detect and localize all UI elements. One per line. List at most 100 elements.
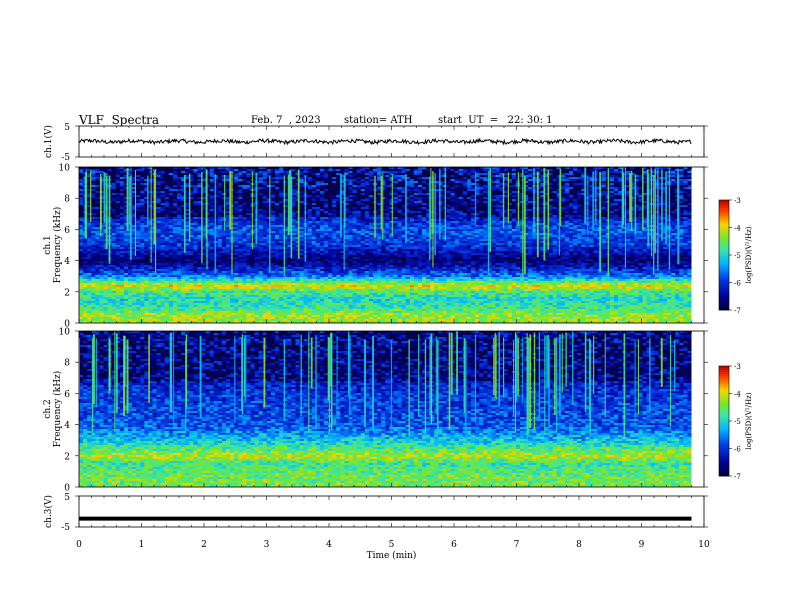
spectrogram-cell: [560, 183, 566, 186]
spectrogram-cell: [91, 187, 96, 190]
spectrogram-cell: [422, 199, 427, 202]
spectrogram-cell: [311, 189, 317, 192]
spectrogram-cell: [511, 183, 517, 186]
spectrogram-cell: [340, 175, 345, 178]
spectrogram-cell: [348, 183, 353, 186]
spectrogram-cell: [340, 199, 345, 202]
spectrogram-cell: [205, 183, 211, 186]
spectrogram-cell: [393, 199, 398, 202]
spectrogram-cell: [499, 197, 505, 200]
spectrogram-cell: [536, 167, 541, 170]
spectrogram-cell: [283, 195, 288, 198]
spectrogram-cell: [238, 177, 243, 180]
spectrogram-cell: [83, 167, 88, 170]
spectrogram-cell: [332, 167, 337, 170]
spectrogram-cell: [168, 189, 174, 192]
spectrogram-cell: [581, 195, 586, 198]
spectrogram-cell: [687, 177, 692, 180]
spectrogram-cell: [389, 199, 394, 202]
spectrogram-cell: [172, 167, 178, 170]
spectrogram-cell: [475, 181, 480, 184]
spectrogram-cell: [115, 185, 121, 188]
spectrogram-cell: [471, 189, 476, 192]
spectrogram-cell: [454, 185, 460, 188]
spectrogram-cell: [528, 183, 533, 186]
spectrogram-cell: [466, 193, 472, 196]
spectrogram-cell: [662, 173, 668, 176]
spectrogram-cell: [336, 169, 341, 172]
spectrogram-cell: [422, 171, 427, 174]
spectrogram-cell: [217, 187, 223, 190]
spectrogram-cell: [377, 167, 382, 170]
spectrogram-cell: [262, 169, 268, 172]
spectrogram-cell: [140, 177, 145, 180]
spectrogram-cell: [356, 179, 362, 182]
spectrogram-cell: [111, 173, 117, 176]
spectrogram-cell: [671, 185, 676, 188]
spectrogram-cell: [573, 181, 578, 184]
spectrogram-cell: [601, 193, 607, 196]
spectrogram-cell: [683, 193, 688, 196]
spectrogram-cell: [307, 187, 313, 190]
spectrogram-cell: [393, 167, 398, 170]
spectrogram-cell: [662, 169, 668, 172]
spectrogram-cell: [201, 177, 206, 180]
spectrogram-cell: [99, 167, 104, 170]
spectrogram-cell: [156, 197, 162, 200]
spectrogram-cell: [626, 167, 631, 170]
spectrogram-cell: [91, 201, 96, 204]
spectrogram-cell: [95, 189, 100, 192]
spectrogram-cell: [540, 189, 545, 192]
spectrogram-cell: [246, 183, 251, 186]
spectrogram-cell: [181, 189, 186, 192]
spectrogram-cell: [87, 185, 92, 188]
spectrogram-cell: [569, 167, 574, 170]
spectrogram-cell: [307, 191, 313, 194]
spectrogram-cell: [91, 179, 96, 182]
spectrogram-cell: [589, 191, 594, 194]
spectrogram-cell: [618, 195, 623, 198]
spectrogram-cell: [226, 179, 231, 182]
spectrogram-cell: [291, 183, 296, 186]
spectrogram-cell: [446, 175, 451, 178]
spectrogram-cell: [315, 179, 321, 182]
spectrogram-cell: [356, 171, 362, 174]
spectrogram-cell: [511, 191, 517, 194]
spectrogram-cell: [79, 191, 84, 194]
spectrogram-cell: [393, 169, 398, 172]
spectrogram-cell: [577, 177, 582, 180]
spectrogram-cell: [168, 187, 174, 190]
spectrogram-cell: [156, 185, 162, 188]
spectrogram-cell: [181, 177, 186, 180]
spectrogram-cell: [234, 183, 239, 186]
spectrogram-cell: [556, 171, 562, 174]
spectrogram-cell: [434, 195, 439, 198]
spectrogram-cell: [613, 191, 619, 194]
spectrogram-cell: [164, 177, 170, 180]
spectrogram-cell: [352, 191, 358, 194]
spectrogram-cell: [132, 197, 137, 200]
spectrogram-cell: [483, 167, 488, 170]
spectrogram-cell: [189, 181, 194, 184]
spectrogram-cell: [119, 197, 125, 200]
spectrogram-cell: [348, 171, 353, 174]
spectrogram-cell: [687, 183, 692, 186]
spectrogram-cell: [450, 171, 456, 174]
spectrogram-cell: [115, 183, 121, 186]
spectrogram-cell: [307, 193, 313, 196]
spectrogram-cell: [303, 169, 309, 172]
spectrogram-cell: [389, 193, 394, 196]
spectrogram-cell: [336, 167, 341, 170]
y-tick-label: -5: [61, 153, 70, 163]
spectrogram-cell: [507, 171, 513, 174]
spectrogram-cell: [95, 173, 100, 176]
spectrogram-cell: [332, 195, 337, 198]
spectrogram-cell: [671, 179, 676, 182]
spectrogram-cell: [585, 175, 590, 178]
spectrogram-cell: [123, 169, 129, 172]
spectrogram-cell: [495, 175, 500, 178]
spectrogram-cell: [258, 199, 264, 202]
spectrogram-cell: [385, 189, 390, 192]
spectrogram-cell: [458, 195, 464, 198]
spectrogram-cell: [389, 197, 394, 200]
